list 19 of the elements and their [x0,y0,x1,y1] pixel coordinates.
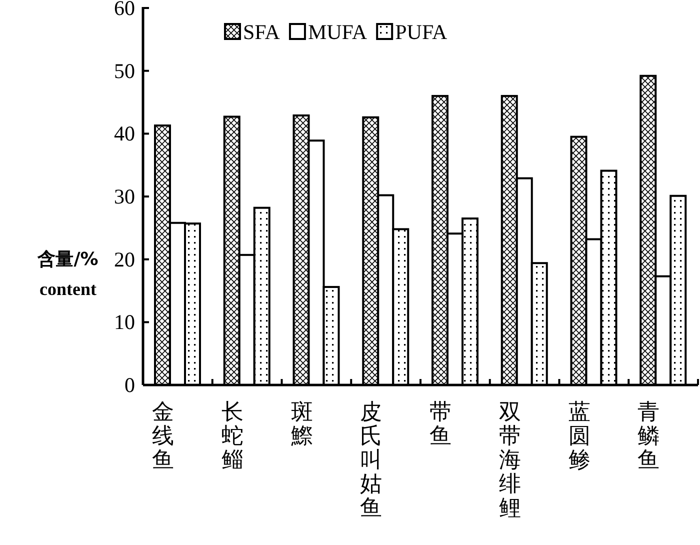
legend-label: SFA [243,20,281,44]
y-tick-label: 30 [114,184,135,208]
y-axis-title: 含量/% content [36,249,98,299]
y-tick-label: 10 [114,310,135,334]
x-tick-label: 带鱼 [430,400,452,449]
y-tick-label: 20 [114,247,135,272]
legend-label: PUFA [395,20,448,44]
legend-label: MUFA [308,20,368,44]
x-tick-label: 皮氏叫姑鱼 [360,400,382,521]
y-tick-label: 0 [124,373,135,397]
x-tick-label: 斑鰶 [290,400,313,449]
x-tick-label: 青鳞鱼 [638,400,660,473]
y-tick-label: 60 [114,0,135,20]
x-tick-label: 双带海绯鲤 [498,400,521,521]
x-tick-label: 长蛇鲻 [221,400,244,473]
y-tick-label: 40 [114,122,135,146]
x-tick-label: 金线鱼 [152,400,174,473]
x-tick-label: 蓝圆鲹 [568,400,590,473]
y-tick-label: 50 [114,58,135,83]
